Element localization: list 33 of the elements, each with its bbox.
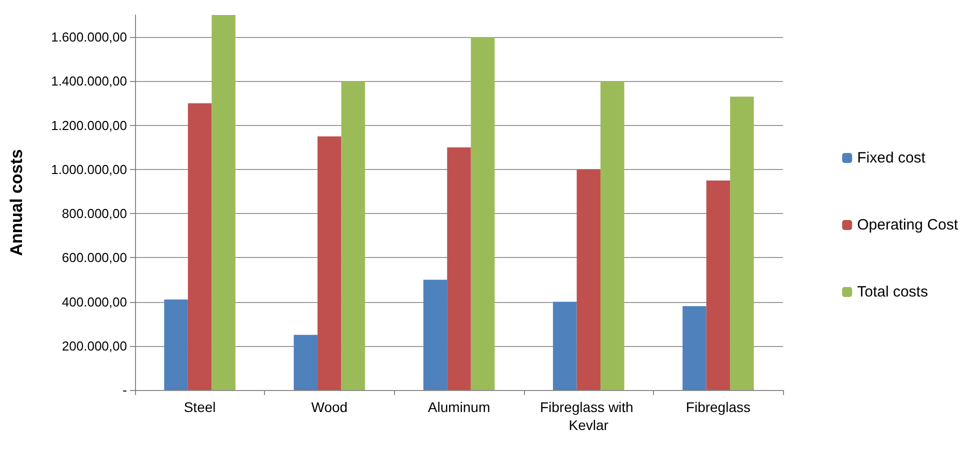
bar xyxy=(294,334,318,390)
legend-label: Operating Cost xyxy=(857,216,959,234)
bar xyxy=(341,81,366,390)
y-axis-title: Annual costs xyxy=(7,149,26,256)
y-tick-label: 1.600.000,00 xyxy=(51,30,127,45)
bar xyxy=(188,103,212,390)
x-tick-label: Steel xyxy=(184,399,216,415)
bar xyxy=(447,147,471,390)
y-tick-label: 400.000,00 xyxy=(62,294,127,310)
bar xyxy=(706,180,730,390)
bar xyxy=(318,136,342,390)
bar xyxy=(552,302,577,390)
legend-label: Fixed cost xyxy=(857,150,926,166)
x-tick-label: Wood xyxy=(311,399,348,415)
bar xyxy=(730,96,754,390)
y-tick-label: 1.000.000,00 xyxy=(51,162,127,177)
bar xyxy=(682,306,706,390)
legend-label: Total costs xyxy=(857,284,928,300)
x-tick-label: Fibreglass with Kevlar xyxy=(540,399,638,433)
y-tick-label: 600.000,00 xyxy=(62,250,127,266)
x-tick-label: Aluminum xyxy=(428,399,490,415)
bar xyxy=(423,280,448,390)
bar xyxy=(470,37,495,390)
x-tick-label: Fibreglass xyxy=(686,399,750,415)
y-tick-label: 800.000,00 xyxy=(62,206,127,222)
bar xyxy=(212,15,236,390)
bar xyxy=(576,169,600,390)
y-tick-label: 1.200.000,00 xyxy=(51,118,127,133)
bar xyxy=(164,300,188,390)
y-tick-label: 200.000,00 xyxy=(62,338,127,354)
y-tick-label: 1.400.000,00 xyxy=(51,74,127,89)
y-tick-label: - xyxy=(122,382,127,398)
bar xyxy=(600,81,624,390)
